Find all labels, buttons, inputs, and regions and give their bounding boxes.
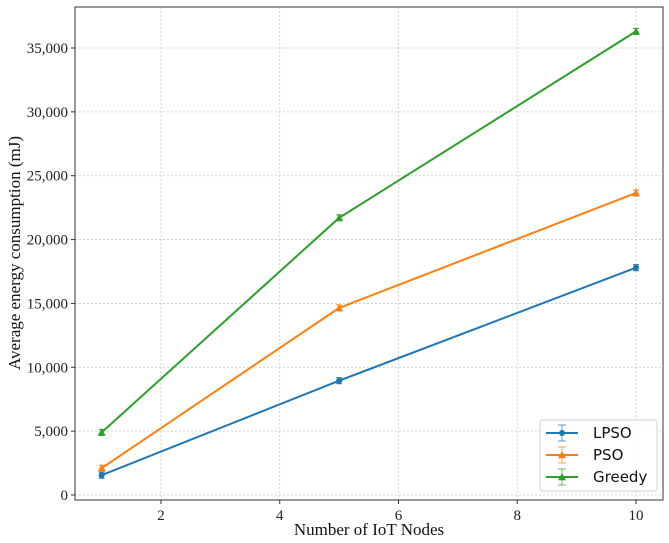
series-pso (97, 188, 640, 472)
triangle-marker-icon (335, 213, 344, 222)
legend-item-greedy: Greedy (546, 468, 647, 486)
circle-marker-icon (336, 377, 343, 384)
legend-label: PSO (593, 446, 623, 464)
x-tick-label: 8 (514, 508, 522, 524)
legend: LPSO PSO Greedy (539, 419, 658, 492)
legend-box (539, 419, 658, 492)
triangle-marker-icon (97, 428, 106, 436)
legend-item-pso: PSO (546, 446, 623, 464)
legend-item-lpso: LPSO (546, 424, 632, 442)
x-tick-label: 10 (629, 508, 644, 524)
circle-marker-icon (559, 430, 565, 436)
triangle-marker-icon (97, 464, 106, 472)
triangle-marker-icon (558, 473, 566, 481)
triangle-marker-icon (632, 188, 640, 197)
y-tick-label: 5,000 (34, 424, 68, 440)
legend-label: LPSO (593, 424, 632, 442)
circle-marker-icon (98, 472, 105, 479)
x-tick-label: 2 (157, 508, 165, 524)
y-tick-label: 0 (61, 488, 69, 504)
y-tick-label: 20,000 (27, 233, 68, 249)
y-tick-label: 35,000 (27, 41, 68, 57)
triangle-marker-icon (558, 451, 566, 459)
x-tick-label: 4 (276, 508, 284, 524)
x-axis-ticks: 2 4 6 8 10 (157, 500, 644, 524)
x-tick-label: 6 (395, 508, 403, 524)
y-tick-label: 30,000 (27, 105, 68, 121)
data-series (97, 27, 640, 479)
y-tick-label: 15,000 (27, 296, 68, 312)
triangle-marker-icon (632, 27, 640, 35)
series-greedy (97, 27, 640, 436)
series-line (100, 30, 637, 434)
series-lpso (98, 264, 639, 479)
y-tick-label: 10,000 (27, 360, 68, 376)
circle-marker-icon (633, 264, 639, 271)
y-axis-ticks: 0 5,000 10,000 15,000 20,000 25,000 30,000 35,0… (27, 41, 75, 504)
x-axis-label: Number of IoT Nodes (294, 520, 444, 539)
axes-frame (74, 6, 664, 501)
triangle-marker-icon (335, 303, 344, 312)
legend-label: Greedy (593, 468, 647, 486)
y-axis-label: Average energy consumption (mJ) (5, 136, 24, 370)
y-tick-label: 25,000 (27, 169, 68, 185)
